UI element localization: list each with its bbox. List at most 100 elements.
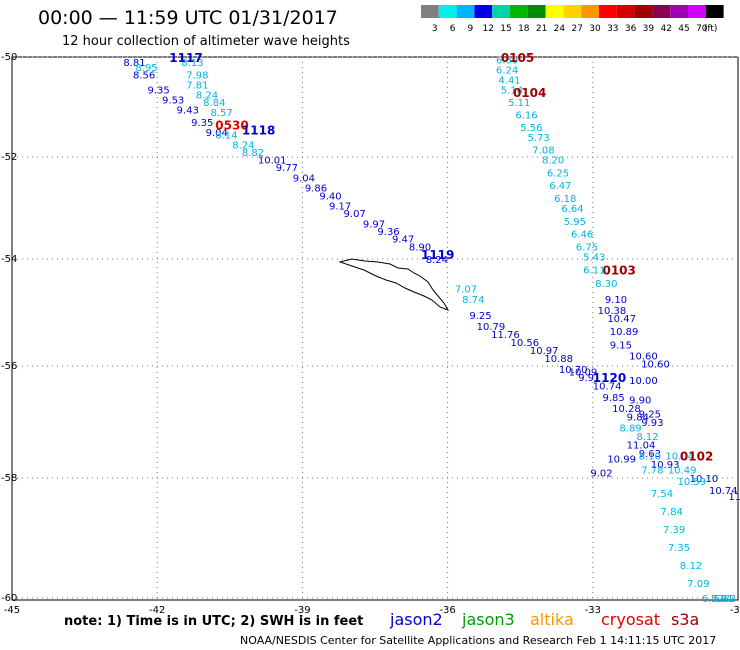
data-point-label: 8.12	[680, 561, 702, 572]
pass-time-label: 1118	[242, 124, 275, 138]
data-point-label: 10.01	[258, 156, 287, 167]
x-tick-label: -33	[585, 605, 601, 616]
data-point-label: 9.25	[639, 410, 661, 421]
data-point-label: 10.49	[668, 466, 697, 477]
data-point-label: 9.47	[392, 235, 414, 246]
data-point-label: 5.73	[527, 133, 549, 144]
y-tick-label: -56	[1, 361, 17, 372]
data-point-label: 10.70	[559, 365, 588, 376]
y-tick-label: -50	[1, 52, 17, 63]
legend-tick: 12	[482, 24, 493, 34]
data-point-label: 9.15	[610, 341, 632, 352]
data-point-label: 6.18	[554, 194, 576, 205]
data-point-label: 9.77	[276, 163, 298, 174]
data-point-label: 8.20	[542, 156, 564, 167]
data-point-label: 9.84	[627, 412, 649, 423]
y-tick-label: -60	[1, 593, 17, 604]
chart-title: 00:00 — 11:59 UTC 01/31/2017	[38, 7, 338, 29]
data-point-label: 8.12	[636, 432, 658, 443]
pass-time-label: 1120	[593, 371, 626, 385]
satellite-s3a: s3a	[671, 610, 699, 629]
legend-swatch	[581, 5, 599, 18]
color-legend: 3 6 9 12 15 18 21 24 27 30 33 36 39 42 45 70(ft)	[421, 5, 724, 34]
data-point-label: 6.64	[561, 204, 583, 215]
data-point-label: 11.76	[491, 330, 520, 341]
x-tick-label: -39	[294, 605, 310, 616]
data-point-label: 7.54	[651, 489, 673, 500]
legend-swatch	[492, 5, 510, 18]
data-point-label: 6.75	[576, 242, 598, 253]
data-point-label: 6.39	[496, 56, 518, 67]
legend-swatch	[456, 5, 475, 18]
data-point-label: 9.10	[605, 295, 627, 306]
data-point-label: 9.04	[293, 173, 315, 184]
data-point-label: 5.95	[564, 217, 586, 228]
chart-subtitle: 12 hour collection of altimeter wave hei…	[62, 34, 350, 49]
legend-swatch	[421, 5, 439, 18]
data-point-label: 7.07	[455, 284, 477, 295]
data-point-label: 9.40	[319, 191, 341, 202]
legend-swatch	[527, 5, 546, 18]
data-point-label: 6.46	[571, 230, 593, 241]
data-point-label: 8.84	[203, 98, 225, 109]
data-point-label: 10.79	[477, 322, 506, 333]
data-point-label: 10.47	[607, 314, 636, 325]
data-point-label: 8.30	[595, 279, 617, 290]
legend-tick: 45	[678, 24, 689, 34]
satellite-jason3: jason3	[461, 610, 515, 629]
data-point-label: 10.97	[530, 346, 559, 357]
data-point-label: 10.04	[665, 452, 694, 463]
data-point-label: 7.39	[663, 525, 685, 536]
x-tick-label: -36	[439, 605, 455, 616]
legend-tick: 18	[518, 24, 530, 34]
data-point-label: 8.24	[196, 91, 218, 102]
data-point-label: 9.97	[363, 219, 385, 230]
data-point-label: 10.09	[569, 368, 598, 379]
pass-time-label: 1119	[421, 248, 454, 262]
legend-tick: 6	[450, 24, 456, 34]
data-point-label: 9.17	[329, 201, 351, 212]
data-point-label: 5.11	[508, 98, 530, 109]
data-point-label: 8.14	[215, 131, 237, 142]
data-point-label: 5.14	[501, 86, 523, 97]
pass-time-label: 0103	[602, 264, 635, 278]
plot-area: -45 -42 -39 -36 -33 -30 -50 -52 -54 -56 -58 -60 8.81…	[1, 51, 740, 616]
data-point-label: 9.90	[629, 396, 651, 407]
data-point-label: 7.08	[532, 146, 554, 157]
legend-tick: 15	[500, 24, 511, 34]
legend-tick: 36	[625, 24, 637, 34]
data-point-label: 8.56	[133, 71, 155, 82]
legend-tick: (ft)	[704, 24, 718, 34]
data-point-label: 9.53	[162, 96, 184, 107]
data-point-label: 9.43	[177, 106, 199, 117]
data-point-label: 9.02	[590, 468, 612, 479]
data-point-label: 10.00	[629, 376, 658, 387]
data-point-label: 11.68	[728, 492, 740, 503]
legend-tick: 42	[660, 24, 671, 34]
credit-line: NOAA/NESDIS Center for Satellite Applica…	[240, 634, 716, 647]
legend-swatch	[545, 5, 564, 18]
legend-swatch	[438, 5, 457, 18]
legend-tick: 24	[554, 24, 566, 34]
data-point-label: 9.35	[191, 118, 213, 129]
pass-time-label: 0102	[680, 450, 713, 464]
legend-tick: 33	[607, 24, 618, 34]
legend-tick: 9	[468, 24, 474, 34]
data-point-label: 10.28	[612, 404, 641, 415]
data-point-label: 9.35	[148, 86, 170, 97]
pass-time-label: 0105	[501, 51, 534, 65]
pass-time-label: 0530	[215, 119, 248, 133]
plot-border	[11, 56, 739, 601]
data-point-label: 10.99	[607, 454, 636, 465]
data-point-label: 9.91	[578, 373, 600, 384]
data-point-label: 8.13	[181, 58, 203, 69]
x-tick-label: -30	[730, 605, 740, 616]
satellite-altika: altika	[530, 610, 574, 629]
legend-swatch	[670, 5, 688, 18]
data-point-label: 10.74	[709, 486, 738, 497]
data-point-label: 7.84	[661, 507, 683, 518]
data-point-label: 9.25	[469, 311, 491, 322]
y-tick-label: -54	[1, 254, 17, 265]
data-point-label: 6.11	[583, 266, 605, 277]
